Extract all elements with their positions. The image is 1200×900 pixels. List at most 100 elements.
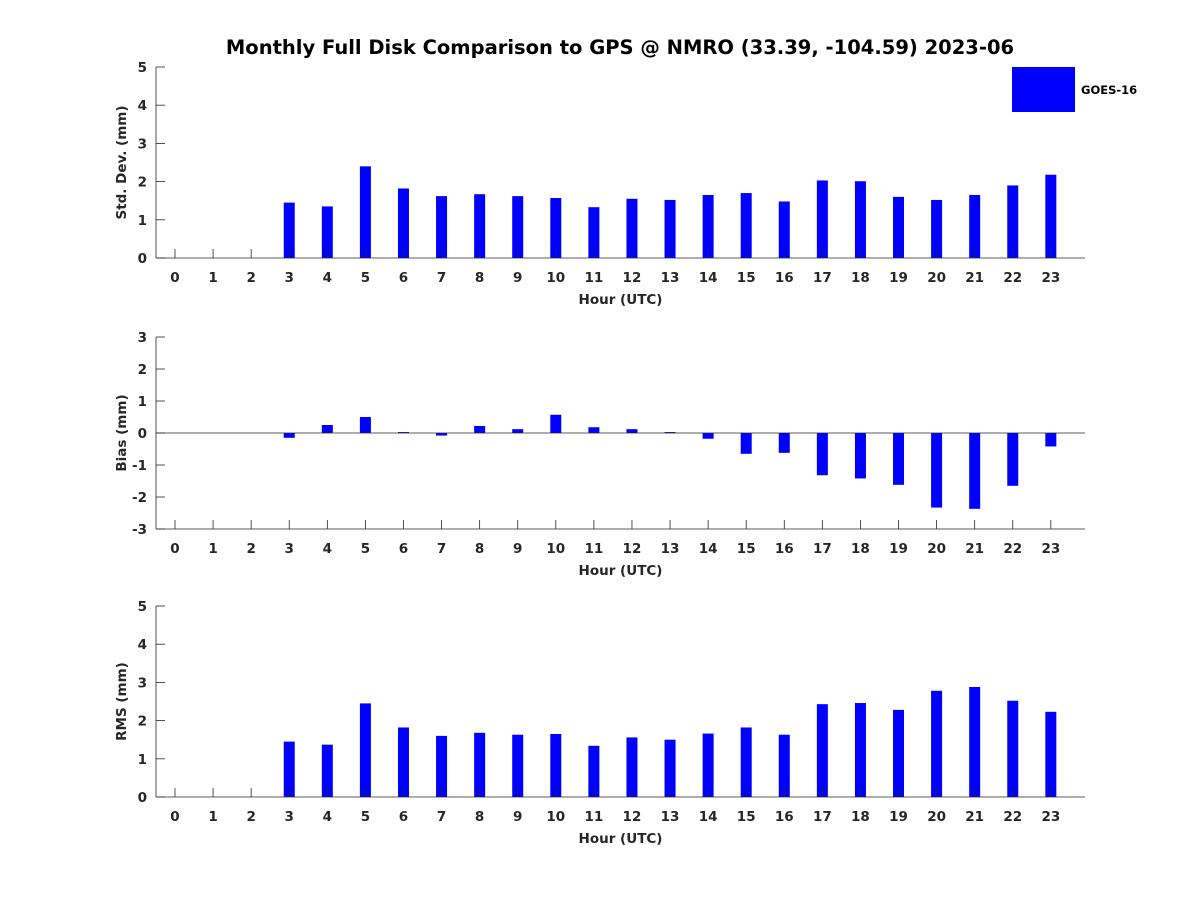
x-tick-label: 18 [851,270,870,286]
bar-hour-13 [664,432,676,433]
x-tick-label: 10 [546,270,565,286]
x-tick-label: 4 [323,809,332,825]
x-tick-label: 15 [737,809,756,825]
bar-hour-10 [550,198,562,258]
y-tick-label: 4 [138,637,147,653]
x-axis-label: Hour (UTC) [579,292,663,308]
bar-hour-17 [816,704,828,797]
bar-hour-21 [969,686,981,797]
x-tick-label: 20 [927,541,946,557]
bar-hour-7 [436,196,448,258]
bar-hour-12 [626,429,638,433]
bar-hour-3 [283,741,295,797]
x-tick-label: 18 [851,541,870,557]
x-tick-label: 8 [475,541,484,557]
legend: GOES-16 [1012,67,1137,112]
bar-hour-8 [474,732,486,797]
bar-hour-6 [397,727,409,797]
legend-label: GOES-16 [1081,83,1137,97]
x-tick-label: 5 [361,809,370,825]
x-tick-label: 10 [546,541,565,557]
x-tick-label: 12 [623,809,642,825]
bar-hour-6 [397,188,409,258]
x-tick-label: 19 [889,809,908,825]
bar-hour-21 [969,433,981,509]
bar-hour-16 [778,433,790,453]
x-tick-label: 12 [623,541,642,557]
bar-hour-9 [512,196,524,258]
bar-hour-14 [702,194,714,258]
bar-hour-9 [512,429,524,433]
y-tick-label: -2 [132,490,147,506]
x-tick-label: 1 [208,809,217,825]
x-tick-label: 17 [813,270,832,286]
x-tick-label: 19 [889,270,908,286]
x-tick-label: 16 [775,809,794,825]
bar-hour-3 [283,433,295,438]
x-tick-label: 13 [661,541,680,557]
bar-hour-4 [321,206,333,258]
x-tick-label: 8 [475,809,484,825]
y-tick-label: 2 [138,175,147,191]
bar-hour-12 [626,198,638,258]
x-tick-label: 18 [851,809,870,825]
x-tick-label: 1 [208,270,217,286]
bar-hour-15 [740,727,752,797]
x-tick-label: 16 [775,541,794,557]
x-tick-label: 15 [737,541,756,557]
y-tick-label: 3 [138,675,147,691]
x-tick-label: 2 [246,270,255,286]
y-tick-label: 3 [138,136,147,152]
bar-hour-5 [359,166,371,258]
y-tick-label: 5 [138,599,147,615]
bar-hour-16 [778,201,790,258]
bar-hour-11 [588,745,600,797]
x-tick-label: 23 [1041,541,1060,557]
bar-hour-17 [816,180,828,258]
x-tick-label: 21 [965,541,984,557]
x-tick-label: 3 [285,270,294,286]
x-tick-label: 4 [323,541,332,557]
x-tick-label: 21 [965,809,984,825]
x-tick-label: 14 [699,541,718,557]
x-tick-label: 1 [208,541,217,557]
y-tick-label: 3 [138,330,147,346]
x-tick-label: 14 [699,270,718,286]
bar-hour-5 [359,703,371,797]
bar-hour-10 [550,733,562,797]
y-tick-label: 0 [138,426,147,442]
bar-hour-22 [1007,700,1019,797]
y-axis-label: Std. Dev. (mm) [114,105,130,219]
bar-hour-11 [588,207,600,258]
x-tick-label: 6 [399,270,408,286]
y-tick-label: -3 [132,522,147,538]
x-tick-label: 13 [661,809,680,825]
x-tick-label: 8 [475,270,484,286]
x-tick-label: 20 [927,270,946,286]
x-tick-label: 14 [699,809,718,825]
y-axis-label: RMS (mm) [114,662,130,741]
bar-hour-18 [854,703,866,797]
x-tick-label: 20 [927,809,946,825]
x-tick-label: 2 [246,809,255,825]
x-tick-label: 13 [661,270,680,286]
y-tick-label: 2 [138,714,147,730]
x-tick-label: 7 [437,541,446,557]
x-tick-label: 6 [399,809,408,825]
bar-hour-12 [626,737,638,797]
bar-hour-20 [931,199,943,258]
bar-hour-18 [854,181,866,258]
x-tick-label: 0 [170,270,179,286]
y-tick-label: 5 [138,60,147,76]
bar-hour-18 [854,433,866,479]
x-tick-label: 7 [437,270,446,286]
y-tick-label: 0 [138,251,147,267]
bar-hour-13 [664,199,676,258]
x-tick-label: 9 [513,541,522,557]
bar-hour-8 [474,194,486,258]
y-tick-label: 2 [138,362,147,378]
bar-hour-19 [893,196,905,258]
